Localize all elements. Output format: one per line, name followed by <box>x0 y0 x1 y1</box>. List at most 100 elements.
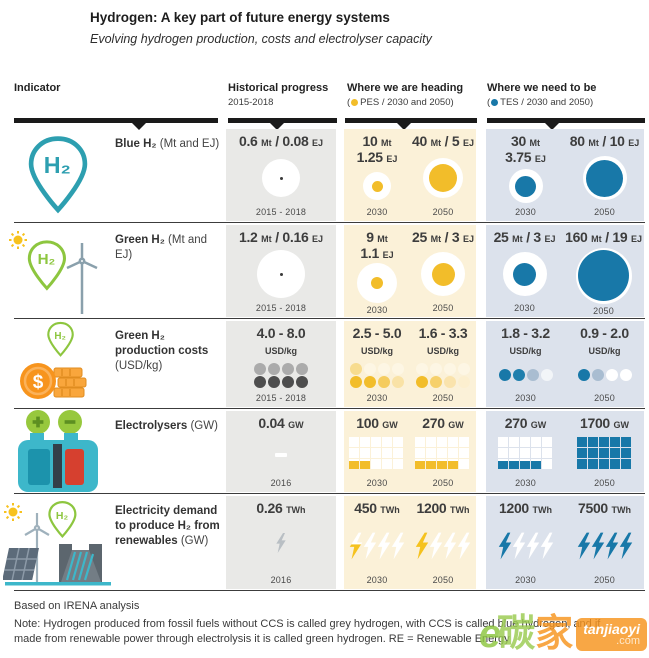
cost-dot <box>268 362 280 375</box>
lightning-bolt-icon <box>605 532 618 560</box>
indicator-label: Blue H₂ (Mt and EJ) <box>115 127 226 223</box>
lightning-bolt-icon <box>619 532 632 560</box>
grid-cell <box>508 437 519 448</box>
cost-dot <box>378 375 390 388</box>
cost-dot <box>591 369 604 382</box>
indicator-label-bold: Green H₂ <box>115 234 169 246</box>
bubble-glyph <box>575 247 632 304</box>
grid-cell <box>519 448 530 459</box>
grid-cell <box>587 448 598 459</box>
cell-value: 10 Mt 1.25 EJ <box>356 133 398 165</box>
cost-dot <box>416 375 428 388</box>
lightning-bolt-icon <box>457 532 471 560</box>
grid-cell <box>393 437 403 448</box>
bubble-glyph <box>257 250 305 299</box>
column-header-indicator: Indicator <box>14 82 61 94</box>
pointer-triangle-icon <box>132 123 146 130</box>
grid-cell <box>382 448 392 459</box>
cell-year: 2015 - 2018 <box>255 207 307 217</box>
column-header-historical: Historical progress 2015-2018 <box>228 82 329 109</box>
bubble-inner-dot <box>371 277 383 290</box>
bubble-glyph <box>502 252 547 297</box>
cell-value: 30 Mt 3.75 EJ <box>505 133 546 165</box>
pes-2050-cell: 1.6 - 3.3 USD/kg 2050 <box>410 321 476 407</box>
lightning-bolt-icon <box>540 532 553 560</box>
pes-cell: 10 Mt 1.25 EJ 2030 40 Mt / 5 EJ 2050 <box>344 129 476 221</box>
cell-year: 2050 <box>432 207 454 217</box>
indicator-label-bold: Green H₂ production costs <box>115 330 209 357</box>
historical-value-cell: 0.04 GW 2016 <box>226 411 336 492</box>
cell-value: 0.6 Mt / 0.08 EJ <box>238 133 324 149</box>
cost-dot <box>254 362 266 375</box>
svg-text:H₂: H₂ <box>37 251 55 268</box>
cell-value: 4.0 - 8.0 USD/kg <box>256 325 306 356</box>
cost-dot <box>526 369 539 382</box>
cell-value: 9 Mt 1.1 EJ <box>360 229 394 261</box>
tes-2030-cell: 1.8 - 3.2 USD/kg 2030 <box>486 321 565 407</box>
grid-cell <box>587 459 598 470</box>
cell-value: 0.26 TWh <box>256 500 306 516</box>
cost-dots-glyph <box>498 369 554 382</box>
tes-2050-cell: 1700 GW 2050 <box>565 411 644 492</box>
tes-2050-cell: 0.9 - 2.0 USD/kg 2050 <box>565 321 644 407</box>
watermark-char-tan: 碳 <box>497 613 536 655</box>
lightning-bolt-icon <box>377 532 391 560</box>
indicator-icon-cell <box>0 409 115 494</box>
indicator-icon-cell: H₂ <box>0 127 115 223</box>
grid-cell <box>576 437 587 448</box>
grid-cell <box>459 448 469 459</box>
historical-value-cell: 1.2 Mt / 0.16 EJ 2015 - 2018 <box>226 225 336 317</box>
grid-cell <box>541 459 552 470</box>
renewables-scene-icon: H₂ <box>2 500 111 585</box>
cost-dot <box>577 369 590 382</box>
page-subtitle: Evolving hydrogen production, costs and … <box>90 32 432 46</box>
pes-cell: 100 GW 2030 270 GW 2050 <box>344 411 476 492</box>
cell-year: 2030 <box>366 575 388 585</box>
grid-cell <box>415 448 425 459</box>
historical-cell: 0.04 GW 2016 <box>226 411 336 492</box>
grid-cell <box>519 437 530 448</box>
tes-cell: 1200 TWh 2030 7500 TWh 2050 <box>486 496 644 589</box>
tes-2050-cell: 7500 TWh 2050 <box>565 496 644 589</box>
grid-cell <box>620 437 631 448</box>
tes-2030-cell: 1200 TWh 2030 <box>486 496 565 589</box>
cost-dot <box>458 375 470 388</box>
cost-dot <box>605 369 618 382</box>
grid-cell <box>620 448 631 459</box>
cell-value: 0.9 - 2.0 USD/kg <box>580 325 629 356</box>
historical-cell: 4.0 - 8.0 USD/kg 2015 - 2018 <box>226 321 336 407</box>
cost-dots-glyph <box>415 362 471 388</box>
column-header-tes: Where we need to be (TES / 2030 and 2050… <box>487 82 597 109</box>
cell-year: 2030 <box>366 393 388 403</box>
grid-cell-filled <box>519 461 530 470</box>
cost-dot <box>350 375 362 388</box>
cost-dot <box>458 362 470 375</box>
bubble-glyph <box>423 158 463 199</box>
bubble-glyph <box>262 159 300 198</box>
bubble-inner-dot <box>578 250 630 302</box>
grid-cell <box>459 459 469 470</box>
cell-year: 2030 <box>515 207 536 217</box>
pes-2050-cell: 1200 TWh 2050 <box>410 496 476 589</box>
blue-h2-pin-icon: H₂ <box>28 136 87 214</box>
grid-cell <box>598 437 609 448</box>
pes-header-bar <box>345 118 477 130</box>
cell-year: 2050 <box>593 305 614 316</box>
grid-cell <box>393 448 403 459</box>
grid-cell <box>426 437 436 448</box>
cell-value: 40 Mt / 5 EJ <box>412 133 474 149</box>
grid-cell-filled <box>349 461 359 470</box>
grid-cell <box>576 448 587 459</box>
lightning-bolts-glyph <box>415 532 471 560</box>
cost-dot <box>512 369 525 382</box>
bubble-inner-dot <box>431 262 455 286</box>
lightning-bolt-icon <box>349 532 363 560</box>
cell-year: 2050 <box>594 207 615 217</box>
capacity-grid-glyph <box>349 437 405 472</box>
historical-cell: 0.26 TWh 2016 <box>226 496 336 589</box>
grid-cell <box>371 459 381 470</box>
grid-filled-cells <box>349 461 370 470</box>
grid-cell-filled <box>360 461 370 470</box>
lightning-bolts-glyph <box>349 532 405 560</box>
cost-dots-glyph <box>577 369 633 382</box>
